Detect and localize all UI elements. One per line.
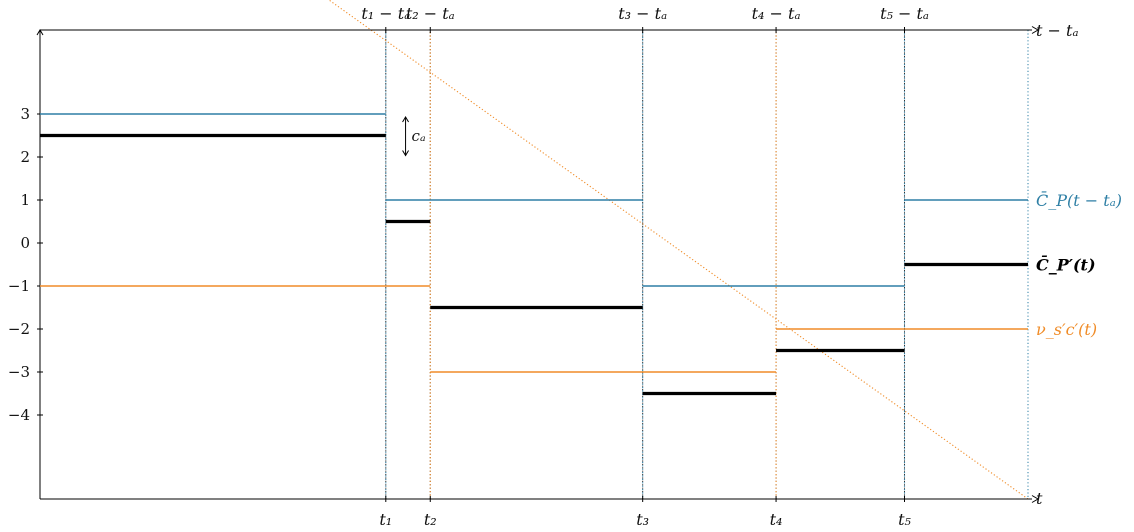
y-tick-label: −1 <box>8 277 30 295</box>
x-tick-label-top: t₄ − tₐ <box>752 4 801 23</box>
ca-arrow-head-down <box>402 150 409 157</box>
y-tick-label: 0 <box>20 234 30 252</box>
x-tick-label-bottom: t₃ <box>636 510 649 529</box>
y-tick-label: −4 <box>8 406 30 424</box>
y-tick-label: 3 <box>20 105 30 123</box>
x-tick-label-top: t₂ − tₐ <box>406 4 455 23</box>
y-axis-arrow <box>36 29 44 36</box>
x-tick-label-top: t₅ − tₐ <box>880 4 929 23</box>
vertical-guide-lines <box>328 0 1029 500</box>
right-guide-bottom <box>328 0 1029 500</box>
x-axis-top-title: t − tₐ <box>1036 21 1078 40</box>
series-cp-prime <box>40 133 1028 396</box>
series-nu <box>40 285 1028 373</box>
x-axis-bottom-arrow <box>1031 495 1039 503</box>
series-label: ν_s′c′(t) <box>1036 320 1097 339</box>
ca-arrow-head-up <box>402 116 409 123</box>
y-tick-label: −2 <box>8 320 30 338</box>
x-axis-top-arrow <box>1031 26 1039 34</box>
x-tick-label-bottom: t₁ <box>379 510 392 529</box>
x-tick-label-bottom: t₄ <box>770 510 783 529</box>
series-label: C̄_P(t − tₐ) <box>1036 189 1122 210</box>
series-group <box>40 113 1028 396</box>
axes <box>36 26 1039 503</box>
y-tick-label: 1 <box>20 191 30 209</box>
series-cp-shifted <box>40 113 1028 287</box>
series-label: C̄_P′(t) <box>1036 255 1096 275</box>
y-tick-label: −3 <box>8 363 30 381</box>
x-axis-bottom-title: t <box>1036 489 1043 508</box>
x-tick-label-bottom: t₂ <box>424 510 437 529</box>
x-tick-label-top: t₃ − tₐ <box>618 4 667 23</box>
y-tick-label: 2 <box>20 148 30 166</box>
ca-annotation-label: cₐ <box>412 127 426 145</box>
x-tick-label-bottom: t₅ <box>898 510 911 529</box>
x-tick-label-top: t₁ − tₐ <box>361 4 410 23</box>
